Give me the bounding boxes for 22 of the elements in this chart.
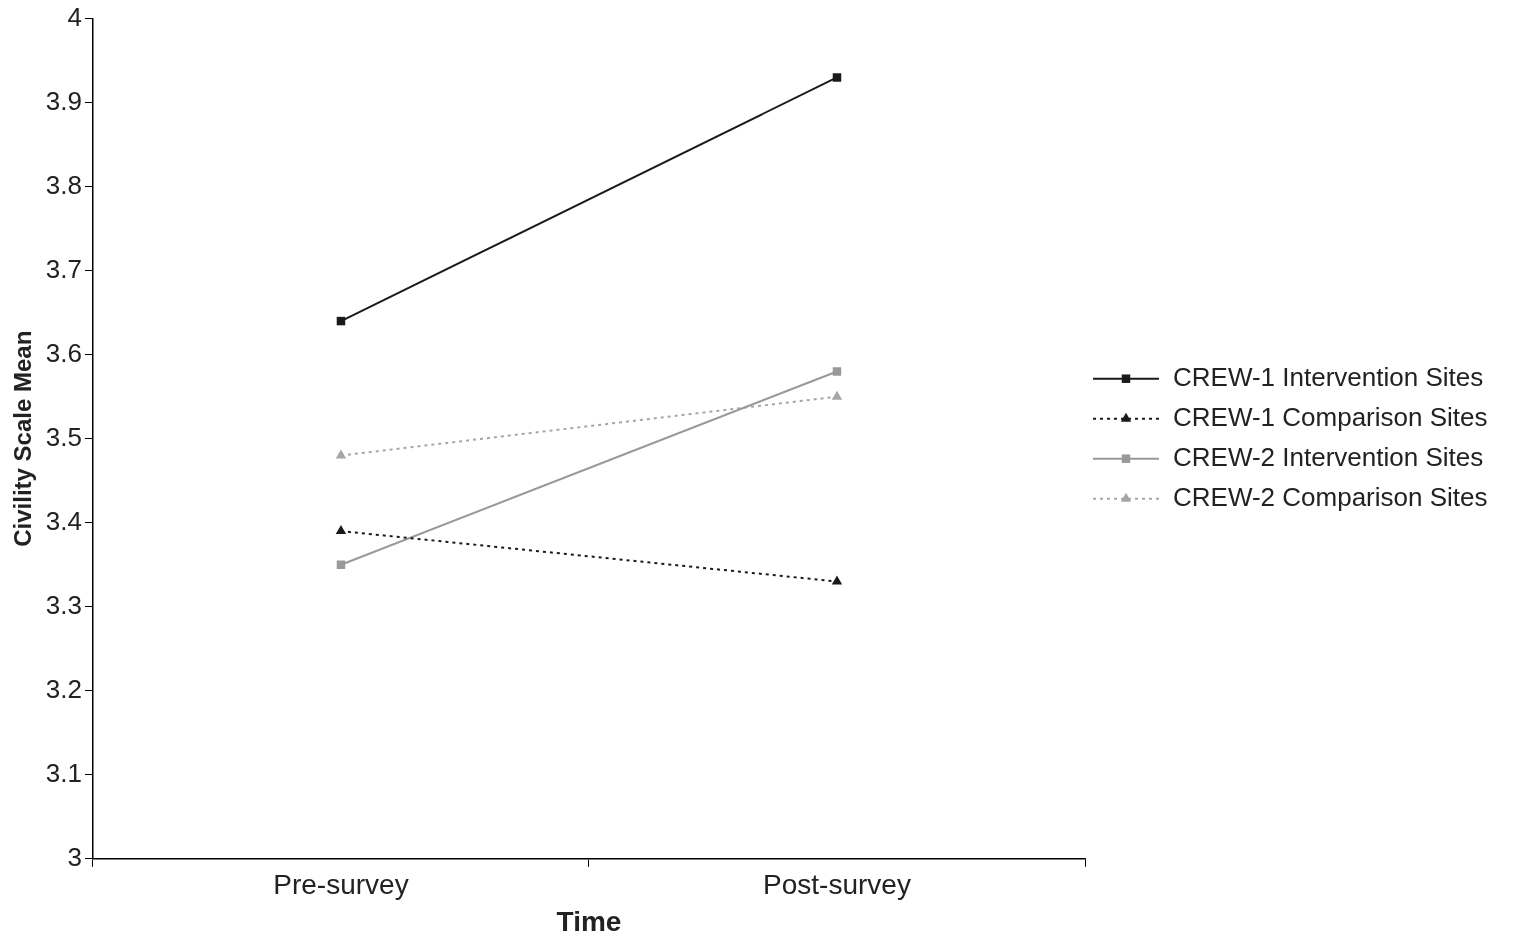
y-tick-label: 3.3 (45, 589, 82, 620)
y-tick-label: 3.1 (45, 757, 82, 788)
x-tick-label: Pre-survey (273, 869, 409, 901)
y-tick-label: 3.8 (45, 169, 82, 200)
legend-label: CREW-1 Comparison Sites (1173, 401, 1488, 432)
legend-label: CREW-2 Intervention Sites (1173, 441, 1484, 472)
x-axis-title: Time (556, 905, 622, 937)
y-tick-label: 3.9 (45, 85, 82, 116)
x-tick-label: Post-survey (763, 869, 911, 901)
y-tick-label: 3.6 (45, 337, 82, 368)
point (832, 367, 842, 376)
point (832, 73, 842, 82)
y-tick-label: 3.4 (45, 505, 82, 536)
y-tick-label: 3.5 (45, 421, 82, 452)
point (336, 560, 346, 569)
y-tick-label: 4 (67, 1, 82, 32)
y-tick-label: 3.2 (45, 673, 82, 704)
y-axis-title: Civility Scale Mean (9, 330, 37, 547)
y-tick-label: 3 (67, 841, 82, 872)
legend-label: CREW-1 Intervention Sites (1173, 361, 1484, 392)
y-tick-label: 3.7 (45, 253, 82, 284)
legend-label: CREW-2 Comparison Sites (1173, 481, 1488, 512)
